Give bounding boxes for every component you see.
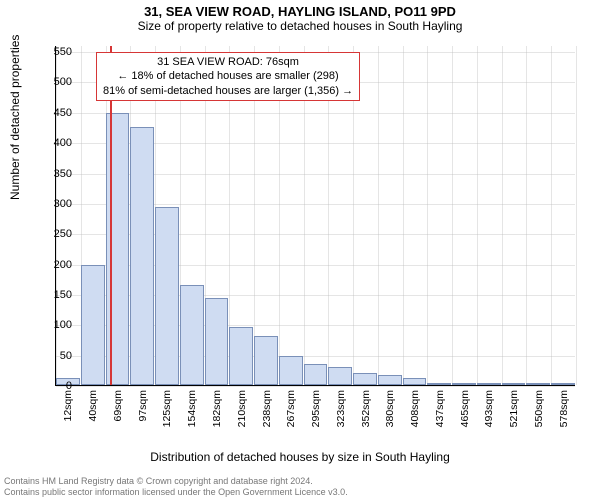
x-tick-label: 154sqm	[186, 390, 198, 427]
x-axis-label: Distribution of detached houses by size …	[0, 450, 600, 464]
histogram-bar	[551, 383, 575, 385]
y-tick-label: 300	[32, 198, 72, 210]
annotation-box: 31 SEA VIEW ROAD: 76sqm← 18% of detached…	[96, 52, 360, 101]
y-tick-label: 500	[32, 76, 72, 88]
x-tick-label: 97sqm	[137, 390, 149, 422]
histogram-bar	[205, 298, 229, 385]
histogram-bar	[155, 207, 179, 385]
histogram-bar	[328, 367, 352, 385]
x-tick-label: 267sqm	[285, 390, 297, 427]
y-axis-label: Number of detached properties	[8, 35, 22, 200]
histogram-bar	[130, 127, 154, 385]
histogram-bar	[229, 327, 253, 385]
histogram-bar	[254, 336, 278, 385]
annotation-line: 81% of semi-detached houses are larger (…	[103, 84, 353, 98]
histogram-bar	[477, 383, 501, 385]
y-tick-label: 150	[32, 289, 72, 301]
x-tick-label: 493sqm	[483, 390, 495, 427]
x-tick-label: 12sqm	[62, 390, 74, 422]
histogram-bar	[304, 364, 328, 385]
y-tick-label: 100	[32, 319, 72, 331]
histogram-bar	[427, 383, 451, 385]
histogram-bar	[279, 356, 303, 385]
y-tick-label: 250	[32, 228, 72, 240]
y-tick-label: 400	[32, 137, 72, 149]
x-tick-label: 210sqm	[236, 390, 248, 427]
x-tick-label: 323sqm	[335, 390, 347, 427]
x-tick-label: 578sqm	[558, 390, 570, 427]
x-tick-label: 40sqm	[87, 390, 99, 422]
x-tick-label: 125sqm	[161, 390, 173, 427]
histogram-bar	[452, 383, 476, 385]
footer-attribution: Contains HM Land Registry data © Crown c…	[4, 476, 348, 498]
y-tick-label: 550	[32, 46, 72, 58]
histogram-bar	[526, 383, 550, 385]
page-title: 31, SEA VIEW ROAD, HAYLING ISLAND, PO11 …	[0, 4, 600, 19]
histogram-bar	[353, 373, 377, 385]
histogram-bar	[81, 265, 105, 385]
histogram-bar	[180, 285, 204, 385]
x-tick-label: 295sqm	[310, 390, 322, 427]
footer-line-1: Contains HM Land Registry data © Crown c…	[4, 476, 348, 487]
x-tick-label: 521sqm	[508, 390, 520, 427]
histogram-bar	[403, 378, 427, 385]
y-tick-label: 350	[32, 168, 72, 180]
page-subtitle: Size of property relative to detached ho…	[0, 19, 600, 33]
x-tick-label: 238sqm	[261, 390, 273, 427]
x-tick-label: 352sqm	[360, 390, 372, 427]
x-tick-label: 69sqm	[112, 390, 124, 422]
histogram-bar	[502, 383, 526, 385]
x-tick-label: 437sqm	[434, 390, 446, 427]
x-tick-label: 182sqm	[211, 390, 223, 427]
footer-line-2: Contains public sector information licen…	[4, 487, 348, 498]
annotation-line: ← 18% of detached houses are smaller (29…	[103, 69, 353, 83]
x-tick-label: 550sqm	[533, 390, 545, 427]
x-tick-label: 380sqm	[384, 390, 396, 427]
y-tick-label: 50	[32, 350, 72, 362]
histogram-chart: 31 SEA VIEW ROAD: 76sqm← 18% of detached…	[55, 46, 575, 416]
x-tick-label: 408sqm	[409, 390, 421, 427]
y-tick-label: 450	[32, 107, 72, 119]
histogram-bar	[106, 113, 130, 385]
histogram-bar	[378, 375, 402, 385]
x-tick-label: 465sqm	[459, 390, 471, 427]
y-tick-label: 200	[32, 259, 72, 271]
annotation-line: 31 SEA VIEW ROAD: 76sqm	[103, 55, 353, 69]
